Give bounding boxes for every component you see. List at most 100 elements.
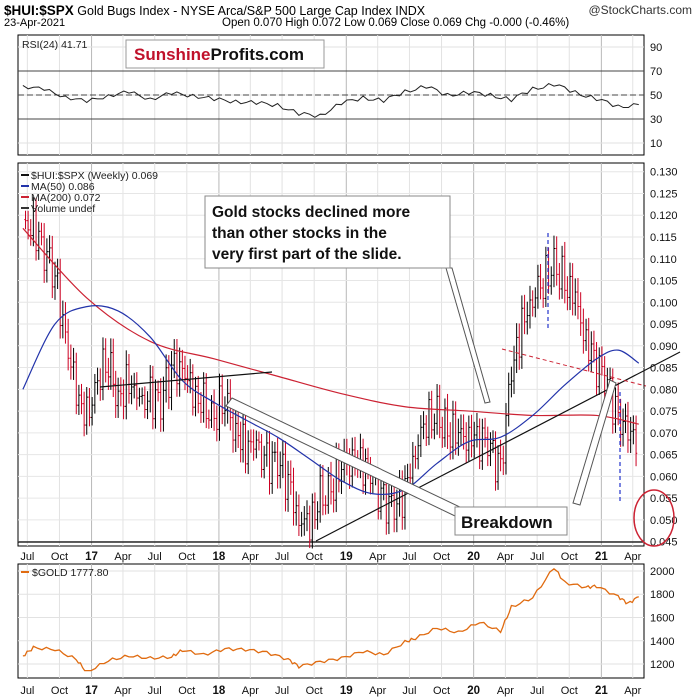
ma50-line <box>22 305 640 496</box>
x-tick-label: Oct <box>306 551 323 563</box>
x-tick-label: Apr <box>242 551 259 563</box>
gold-tick-label: 1600 <box>650 613 674 625</box>
x-tick-label: 20 <box>467 685 480 697</box>
support-line-2016 <box>99 371 273 388</box>
chart-date: 23-Apr-2021 <box>4 17 66 29</box>
x-tick-label: Jul <box>402 551 416 563</box>
price-tick-label: 0.065 <box>650 450 678 462</box>
x-tick-label: 19 <box>340 551 353 563</box>
ma200-line <box>22 227 639 425</box>
credit: @StockCharts.com <box>588 3 692 17</box>
x-tick-label: Oct <box>561 685 578 697</box>
breakdown-box <box>454 506 568 536</box>
x-tick-label: Jul <box>148 685 162 697</box>
x-tick-label: 17 <box>85 551 98 563</box>
callout-pointer <box>445 267 491 404</box>
rsi-legend: RSI(24) 41.71 <box>22 39 88 51</box>
gold-line <box>22 568 639 672</box>
highlight-circle <box>633 489 675 547</box>
x-tick-label: Jul <box>20 551 34 563</box>
price-tick-label: 0.075 <box>650 406 678 418</box>
x-tick-label: Jul <box>275 551 289 563</box>
x-tick-label: 19 <box>340 685 353 697</box>
callout-text-line: Gold stocks declined more <box>212 204 410 221</box>
callout-text-line: very first part of the slide. <box>212 246 402 263</box>
price-tick-label: 0.070 <box>650 428 678 440</box>
x-tick-label: Oct <box>433 551 450 563</box>
price-legend-entry: MA(50) 0.086 <box>31 181 95 193</box>
x-tick-label: 21 <box>595 685 608 697</box>
callout-text-line: than other stocks in the <box>212 225 387 242</box>
price-tick-label: 0.110 <box>650 254 677 266</box>
x-tick-label: Oct <box>51 685 68 697</box>
x-tick-label: Apr <box>497 551 514 563</box>
price-legend-entry: MA(200) 0.072 <box>31 192 101 204</box>
gold-tick-label: 1800 <box>650 589 674 601</box>
x-tick-label: Jul <box>275 685 289 697</box>
chart-header: $HUI:$SPX Gold Bugs Index - NYSE Arca/S&… <box>0 0 700 32</box>
price-legend-entry: Volume undef <box>31 203 95 215</box>
logo-black: Profits.com <box>211 45 305 64</box>
x-tick-label: 20 <box>467 551 480 563</box>
x-tick-label: Apr <box>624 551 641 563</box>
rsi-tick-label: 70 <box>650 66 662 78</box>
x-tick-label: Apr <box>369 551 386 563</box>
x-tick-label: Jul <box>20 685 34 697</box>
x-tick-label: 17 <box>85 685 98 697</box>
x-tick-label: 21 <box>595 551 608 563</box>
gold-legend: $GOLD 1777.80 <box>32 567 109 579</box>
gold-panel <box>17 563 645 679</box>
breakdown-label: Breakdown <box>461 513 553 532</box>
rsi-tick-label: 30 <box>650 114 662 126</box>
x-tick-label: Oct <box>178 685 195 697</box>
price-tick-label: 0.050 <box>650 515 678 527</box>
uptrend-line <box>315 351 681 542</box>
x-tick-label: Apr <box>497 685 514 697</box>
symbol: $HUI:$SPX <box>4 3 74 18</box>
price-tick-label: 0.125 <box>650 188 678 200</box>
price-tick-label: 0.090 <box>650 341 678 353</box>
quote-line: Open 0.070 High 0.072 Low 0.069 Close 0.… <box>222 17 570 29</box>
price-tick-label: 0.095 <box>650 319 678 331</box>
x-tick-label: Apr <box>242 685 259 697</box>
logo-red: Sunshine <box>134 45 211 64</box>
gold-tick-label: 1200 <box>650 659 674 671</box>
rsi-tick-label: 90 <box>650 42 662 54</box>
rsi-line <box>22 83 639 118</box>
x-tick-label: Oct <box>51 551 68 563</box>
breakdown-arrow-2 <box>572 379 617 506</box>
rsi-tick-label: 10 <box>650 138 662 150</box>
x-tick-label: Oct <box>433 685 450 697</box>
price-tick-label: 0.055 <box>650 493 678 505</box>
gold-tick-label: 1400 <box>650 636 674 648</box>
x-tick-label: Jul <box>402 685 416 697</box>
x-tick-label: 18 <box>213 551 226 563</box>
logo-box <box>125 39 325 69</box>
x-tick-label: Jul <box>530 685 544 697</box>
price-tick-label: 0.085 <box>650 363 678 375</box>
chart-title: $HUI:$SPX Gold Bugs Index - NYSE Arca/S&… <box>4 3 425 18</box>
x-tick-label: Jul <box>530 551 544 563</box>
price-tick-label: 0.120 <box>650 210 678 222</box>
price-tick-label: 0.115 <box>650 232 677 244</box>
rsi-tick-label: 50 <box>650 90 662 102</box>
x-tick-label: Apr <box>114 551 131 563</box>
x-tick-label: 18 <box>213 685 226 697</box>
gold-tick-label: 2000 <box>650 566 674 578</box>
x-tick-label: Apr <box>369 685 386 697</box>
x-tick-label: Oct <box>561 551 578 563</box>
x-tick-label: Oct <box>306 685 323 697</box>
description: Gold Bugs Index - NYSE Arca/S&P 500 Larg… <box>77 4 426 18</box>
price-tick-label: 0.105 <box>650 276 678 288</box>
x-tick-label: Apr <box>114 685 131 697</box>
price-tick-label: 0.060 <box>650 471 678 483</box>
price-tick-label: 0.130 <box>650 167 678 179</box>
price-tick-label: 0.080 <box>650 384 678 396</box>
price-panel <box>17 162 645 547</box>
price-legend-entry: $HUI:$SPX (Weekly) 0.069 <box>31 170 158 182</box>
x-tick-label: Oct <box>178 551 195 563</box>
logo: SunshineProfits.com <box>134 45 304 64</box>
x-tick-label: Jul <box>148 551 162 563</box>
x-tick-label: Apr <box>624 685 641 697</box>
